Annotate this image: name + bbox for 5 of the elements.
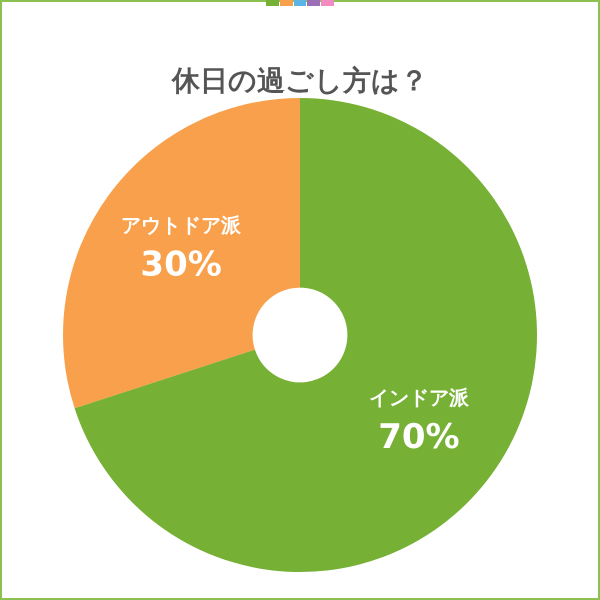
slice-label: インドア派 [368, 386, 470, 410]
slice-label: アウトドア派 [121, 212, 242, 237]
data-label: 30% [140, 244, 222, 284]
data-label: 70% [378, 417, 460, 458]
chart-title: 休日の過ごし方は？ [170, 63, 429, 99]
